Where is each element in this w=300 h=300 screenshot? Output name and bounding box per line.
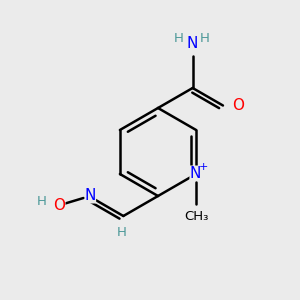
Text: N: N [189, 166, 201, 181]
Text: H: H [116, 226, 126, 239]
Text: N: N [85, 188, 96, 203]
Text: O: O [232, 98, 244, 113]
Text: +: + [198, 162, 208, 172]
Text: N: N [187, 36, 198, 51]
Text: O: O [53, 198, 65, 213]
Text: H: H [174, 32, 184, 46]
Text: H: H [200, 32, 210, 46]
Text: CH₃: CH₃ [184, 210, 208, 223]
Text: H: H [37, 195, 46, 208]
